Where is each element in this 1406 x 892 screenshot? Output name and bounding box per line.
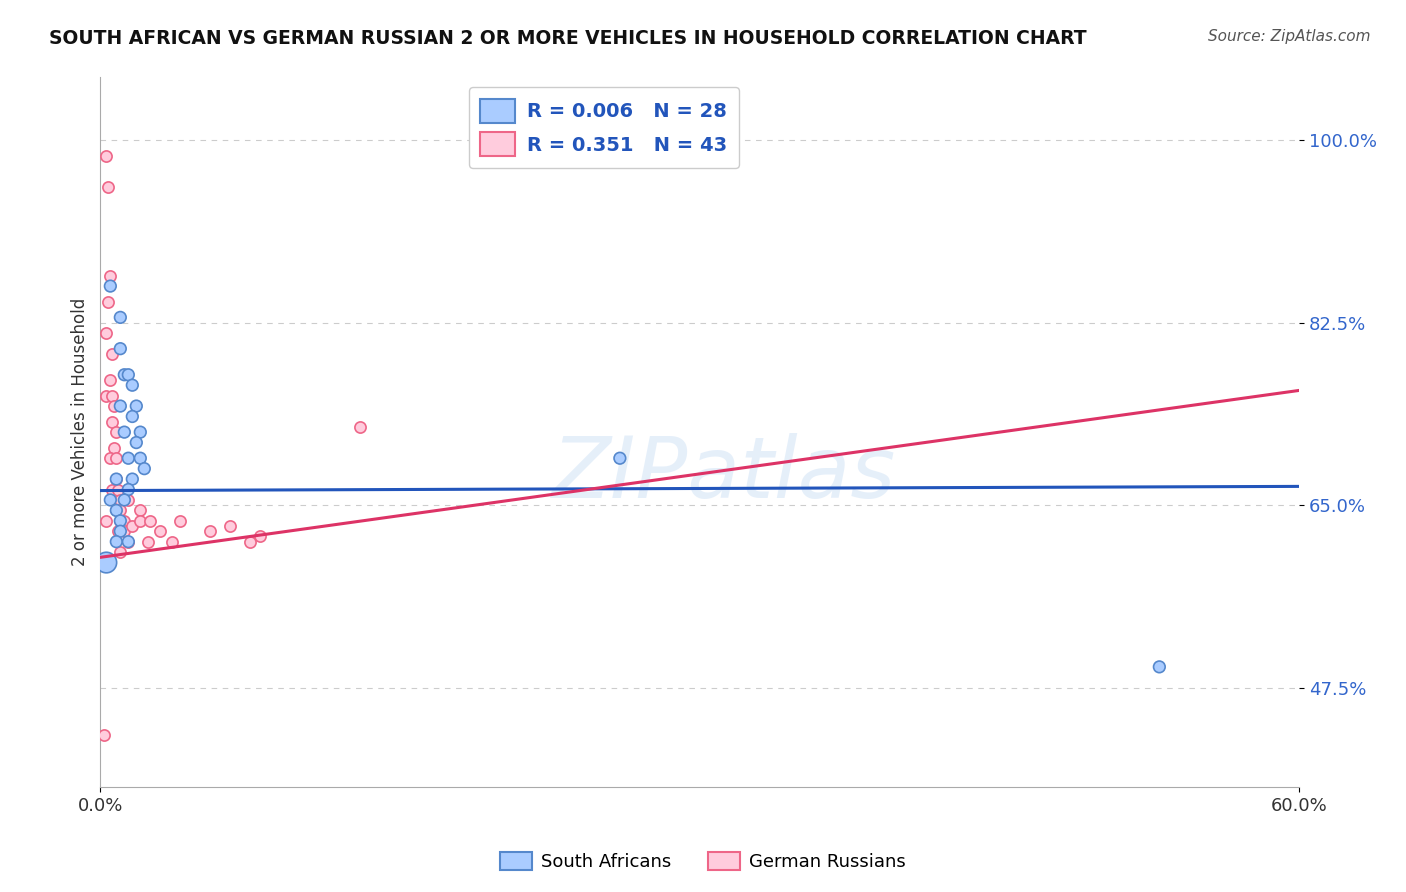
Point — [110, 310, 132, 325]
Point — [112, 524, 135, 539]
Text: ZIPatlas: ZIPatlas — [551, 434, 896, 516]
Point — [98, 373, 121, 387]
Point — [96, 556, 118, 570]
Point — [117, 368, 139, 382]
Point — [110, 545, 132, 559]
Point — [110, 492, 132, 507]
Point — [96, 389, 118, 403]
Point — [112, 514, 135, 528]
Point — [101, 415, 124, 429]
Text: Source: ZipAtlas.com: Source: ZipAtlas.com — [1208, 29, 1371, 44]
Point — [101, 483, 124, 497]
Legend: South Africans, German Russians: South Africans, German Russians — [492, 845, 914, 879]
Text: SOUTH AFRICAN VS GERMAN RUSSIAN 2 OR MORE VEHICLES IN HOUSEHOLD CORRELATION CHAR: SOUTH AFRICAN VS GERMAN RUSSIAN 2 OR MOR… — [49, 29, 1087, 47]
Point — [110, 514, 132, 528]
Point — [107, 483, 129, 497]
Point — [98, 279, 121, 293]
Point — [110, 503, 132, 517]
Point — [105, 425, 128, 439]
Point — [200, 524, 222, 539]
Y-axis label: 2 or more Vehicles in Household: 2 or more Vehicles in Household — [72, 298, 89, 566]
Point — [129, 451, 152, 466]
Point — [103, 441, 125, 455]
Point — [101, 347, 124, 361]
Point — [97, 294, 120, 309]
Point — [110, 514, 132, 528]
Point — [121, 378, 143, 392]
Point — [117, 483, 139, 497]
Point — [105, 472, 128, 486]
Point — [249, 529, 271, 543]
Point — [134, 461, 156, 475]
Point — [219, 519, 242, 533]
Point — [117, 492, 139, 507]
Point — [105, 534, 128, 549]
Point — [125, 399, 148, 413]
Point — [110, 342, 132, 356]
Point — [139, 514, 162, 528]
Point — [110, 524, 132, 539]
Point — [149, 524, 172, 539]
Point — [103, 399, 125, 413]
Point — [117, 534, 139, 549]
Point — [349, 420, 371, 434]
Point — [169, 514, 191, 528]
Point — [96, 326, 118, 340]
Point — [107, 524, 129, 539]
Point — [121, 519, 143, 533]
Point — [609, 451, 631, 466]
Point — [98, 451, 121, 466]
Point — [112, 368, 135, 382]
Point — [97, 180, 120, 194]
Point — [162, 534, 184, 549]
Point — [125, 435, 148, 450]
Point — [110, 399, 132, 413]
Point — [121, 409, 143, 424]
Point — [93, 728, 115, 742]
Legend: R = 0.006   N = 28, R = 0.351   N = 43: R = 0.006 N = 28, R = 0.351 N = 43 — [468, 87, 740, 168]
Point — [112, 425, 135, 439]
Point — [136, 534, 159, 549]
Point — [105, 503, 128, 517]
Point — [98, 268, 121, 283]
Point — [101, 389, 124, 403]
Point — [239, 534, 262, 549]
Point — [121, 472, 143, 486]
Point — [129, 503, 152, 517]
Point — [96, 514, 118, 528]
Point — [129, 425, 152, 439]
Point — [105, 451, 128, 466]
Point — [96, 149, 118, 163]
Point — [98, 492, 121, 507]
Point — [117, 534, 139, 549]
Point — [105, 472, 128, 486]
Point — [129, 514, 152, 528]
Point — [117, 451, 139, 466]
Point — [1149, 660, 1171, 674]
Point — [112, 492, 135, 507]
Point — [105, 503, 128, 517]
